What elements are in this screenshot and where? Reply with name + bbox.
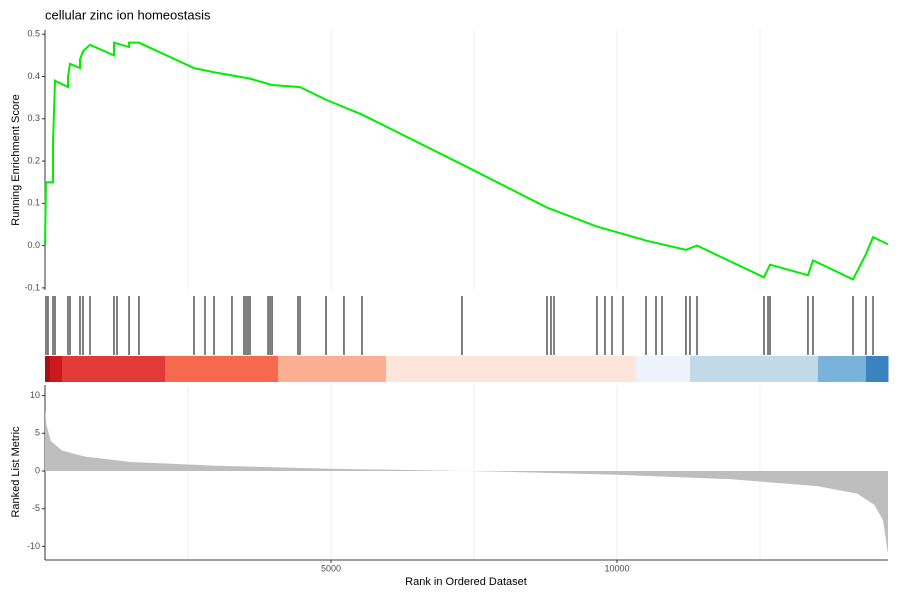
rank-band — [865, 356, 889, 382]
rank-band — [689, 356, 819, 382]
y-tick-label: 0.0 — [27, 240, 40, 250]
x-tick-label: 10000 — [604, 563, 629, 573]
y-tick-label: 0.2 — [27, 155, 40, 165]
rank-band — [817, 356, 867, 382]
x-axis-label: Rank in Ordered Dataset — [405, 576, 527, 588]
y-tick-label: -5 — [32, 503, 40, 513]
enrichment-line — [44, 41, 889, 281]
y-tick-label: -10 — [27, 541, 40, 551]
y-tick-label: 5 — [35, 428, 40, 438]
chart-title: cellular zinc ion homeostasis — [45, 7, 211, 22]
rank-band — [277, 356, 387, 382]
y-tick-label: 0.3 — [27, 113, 40, 123]
rank-band — [386, 356, 637, 382]
y-tick-label: 0.1 — [27, 198, 40, 208]
rank-band — [635, 356, 691, 382]
y-tick-label: 0.5 — [27, 29, 40, 39]
y-axis-label: Ranked List Metric — [10, 426, 22, 518]
metric-area — [45, 410, 888, 554]
rank-band — [61, 356, 166, 382]
y-axis-label: Running Enrichment Score — [10, 94, 22, 225]
rank-band — [45, 356, 51, 382]
y-tick-label: -0.1 — [24, 282, 40, 292]
rank-band — [165, 356, 279, 382]
y-tick-label: 0 — [35, 465, 40, 475]
y-tick-label: 0.4 — [27, 71, 40, 81]
rank-band — [49, 356, 63, 382]
y-tick-label: 10 — [30, 390, 40, 400]
x-tick-label: 5000 — [321, 563, 341, 573]
